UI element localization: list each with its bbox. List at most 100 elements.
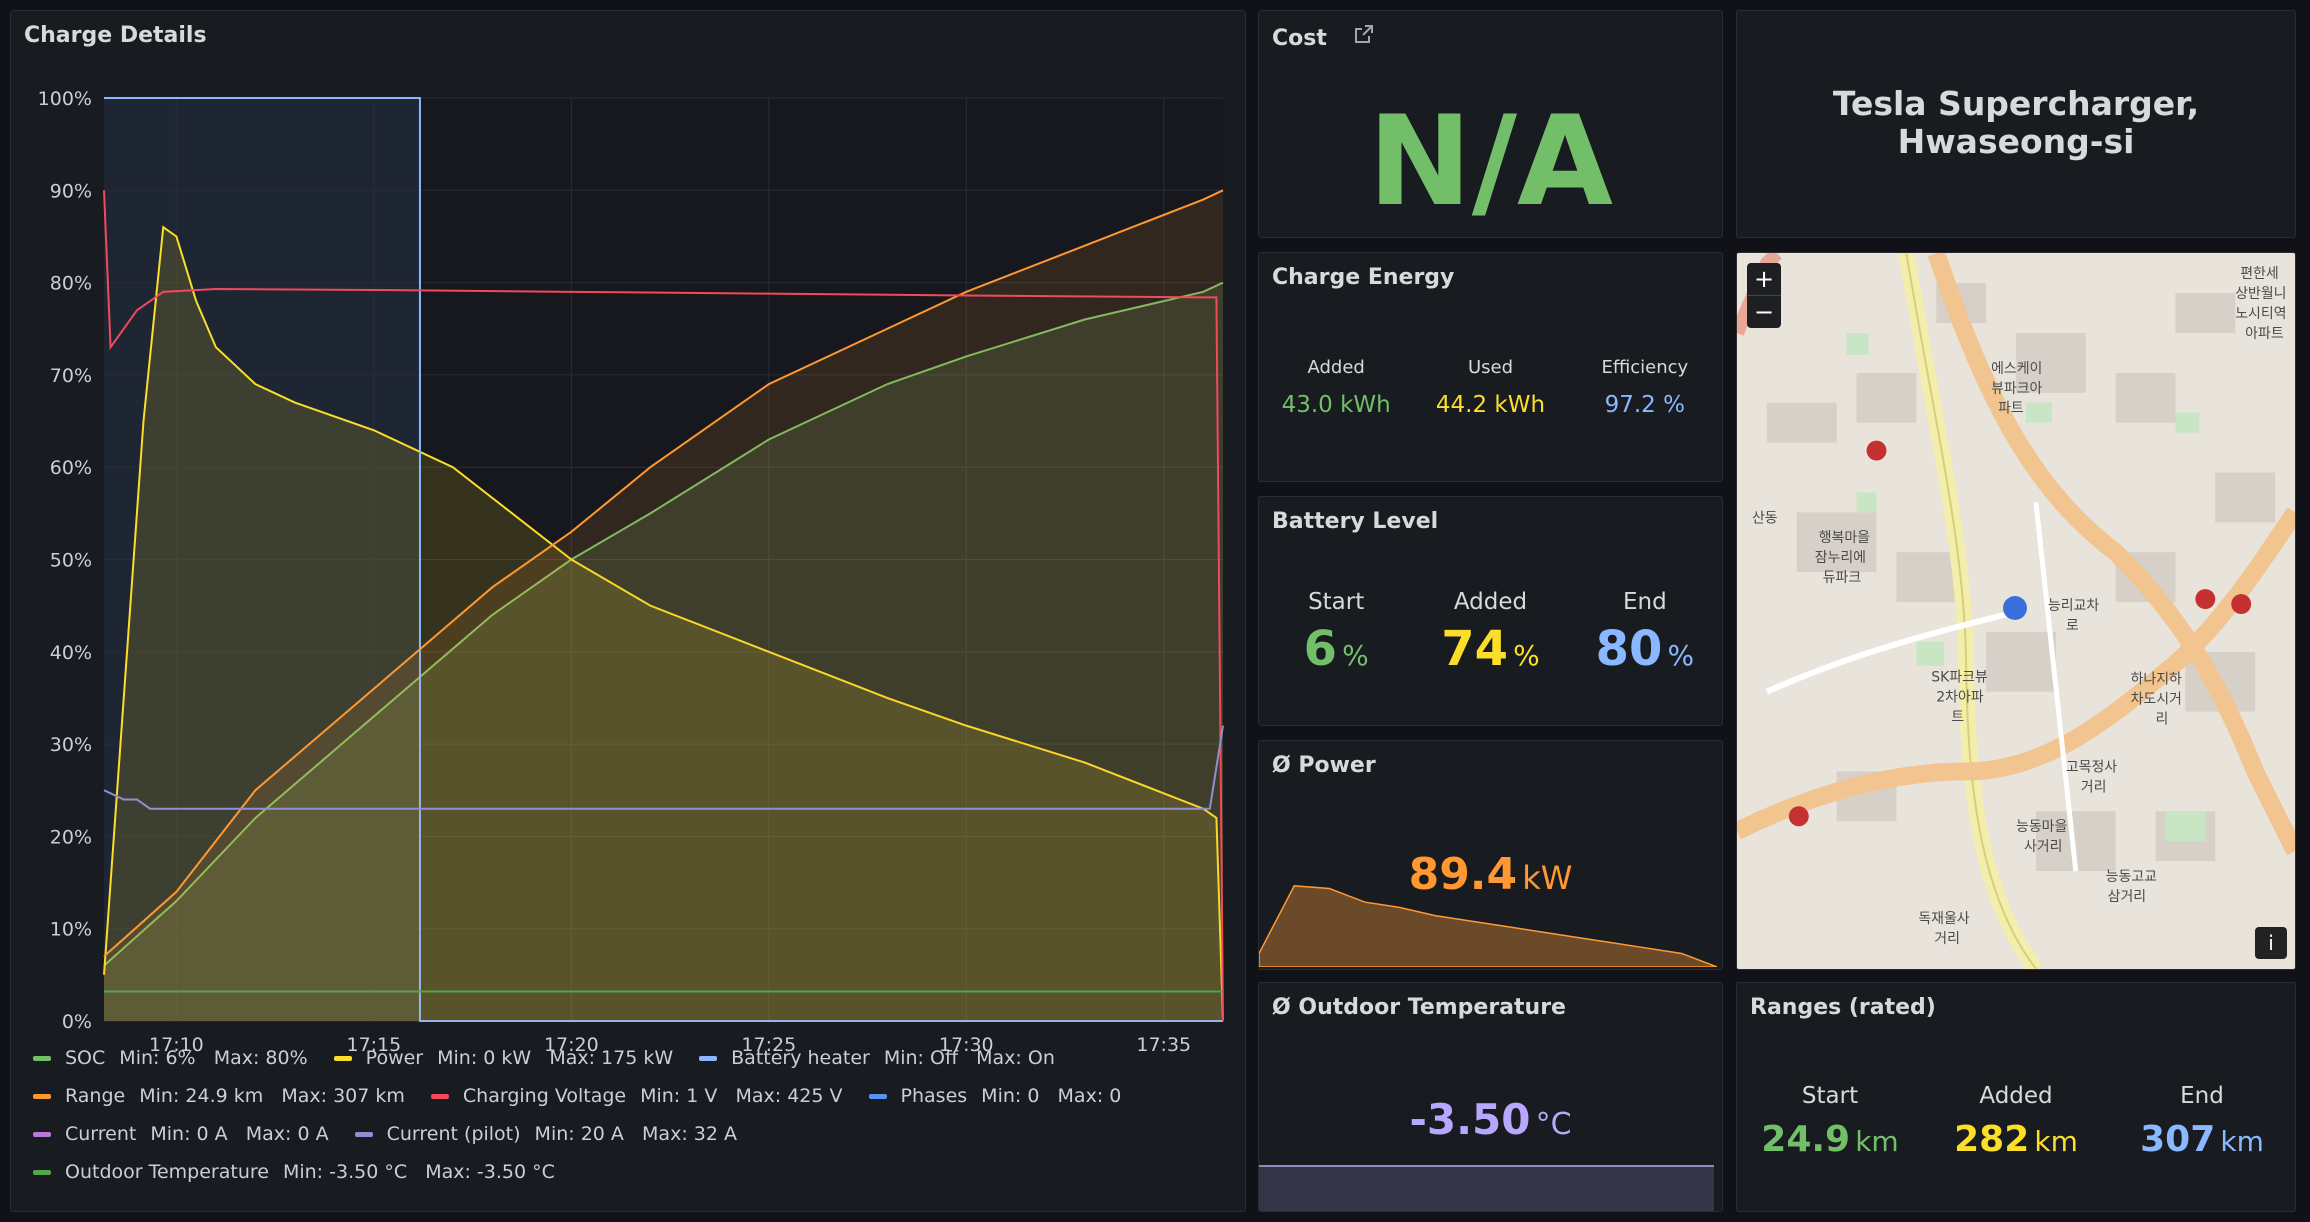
- svg-text:삼거리: 삼거리: [2108, 889, 2146, 905]
- svg-text:능동마을: 능동마을: [2016, 819, 2067, 835]
- stat-label: Used: [1467, 357, 1514, 378]
- legend-series-stats: Min: 24.9 km Max: 307 km: [139, 1085, 405, 1107]
- cost-title-row[interactable]: Cost: [1272, 23, 1375, 51]
- series-line-range: [103, 189, 1224, 958]
- panel-title[interactable]: Charge Energy: [1272, 265, 1455, 290]
- legend-row: Current Min: 0 A Max: 0 A Current (pilot) M…: [33, 1123, 763, 1145]
- series-area-soc: [104, 282, 1223, 1022]
- legend-row: Range Min: 24.9 km Max: 307 km Charging Vo…: [33, 1085, 1147, 1107]
- legend-series-name: Range: [65, 1085, 126, 1107]
- stat-label: Start: [1801, 1083, 1859, 1109]
- series-line-soc: [103, 281, 1224, 967]
- stat-value: 6: [1303, 621, 1337, 677]
- x-tick-label: 17:20: [544, 1034, 599, 1056]
- outdoor-temperature-panel: Ø Outdoor Temperature -3.50 °C: [1258, 982, 1723, 1212]
- legend-item[interactable]: Phases Min: 0 Max: 0: [868, 1085, 1121, 1107]
- y-tick-label: 20%: [50, 826, 92, 848]
- svg-text:능동고교: 능동고교: [2106, 869, 2157, 885]
- stat-unit: %: [1513, 639, 1540, 672]
- zoom-out-button[interactable]: −: [1747, 295, 1781, 328]
- stat-value: 74: [1441, 621, 1509, 677]
- legend-item[interactable]: Charging Voltage Min: 1 V Max: 425 V: [430, 1085, 843, 1107]
- y-tick-label: 40%: [50, 642, 92, 664]
- stat-label: Efficiency: [1601, 357, 1689, 378]
- svg-text:아파트: 아파트: [2245, 326, 2284, 342]
- legend-row: SOC Min: 6% Max: 80% Power Min: 0 kW Max: 1…: [33, 1047, 1081, 1069]
- y-tick-label: 70%: [50, 365, 92, 387]
- stat-unit: kWh: [1494, 392, 1546, 418]
- panel-title[interactable]: Ø Outdoor Temperature: [1272, 995, 1566, 1020]
- stat-unit: %: [1667, 639, 1695, 672]
- charge-details-chart[interactable]: 0% 10% 20% 30% 40% 50% 60% 70% 80% 90% 100% 17:10 17…: [11, 71, 1246, 1111]
- temperature-value: -3.50: [1409, 1095, 1531, 1144]
- map-zoom-controls: + −: [1747, 263, 1781, 328]
- svg-text:행복마을: 행복마을: [1819, 530, 1870, 546]
- y-tick-label: 100%: [38, 88, 92, 110]
- map-info-button[interactable]: i: [2255, 927, 2287, 959]
- map-label: 에스케이: [1991, 361, 2042, 377]
- power-unit: kW: [1522, 859, 1573, 897]
- x-tick-label: 17:35: [1136, 1034, 1191, 1056]
- stat-label: Added: [1979, 1083, 2053, 1109]
- svg-text:트: 트: [1951, 710, 1964, 726]
- zoom-in-button[interactable]: +: [1753, 265, 1775, 293]
- series-line-power: [103, 225, 1224, 1022]
- series-line-battery-heater: [104, 97, 1223, 1022]
- stat-label: End: [1622, 589, 1667, 615]
- legend-item[interactable]: Current Min: 0 A Max: 0 A: [33, 1123, 329, 1145]
- panel-title[interactable]: Battery Level: [1272, 509, 1439, 534]
- x-tick-label: 17:25: [741, 1034, 796, 1056]
- legend-series-stats: Min: 0 kW Max: 175 kW: [437, 1047, 674, 1069]
- stat-label: End: [2180, 1083, 2224, 1109]
- location-name: Tesla Supercharger, Hwaseong-si: [1832, 84, 2200, 161]
- legend-series-name: SOC: [65, 1047, 106, 1069]
- svg-text:사거리: 사거리: [2024, 839, 2062, 855]
- panel-title[interactable]: Ranges (rated): [1750, 995, 1936, 1020]
- stat-value: 43.0: [1281, 392, 1333, 418]
- cost-value: N/A: [1367, 90, 1614, 234]
- legend-swatch: [868, 1094, 887, 1099]
- svg-text:듀파크: 듀파크: [1823, 570, 1862, 586]
- svg-text:리: 리: [2156, 712, 2169, 728]
- temperature-sparkline: [1259, 1165, 1714, 1211]
- legend-swatch: [33, 1094, 51, 1099]
- svg-text:상반월니: 상반월니: [2235, 286, 2286, 302]
- svg-text:2차아파: 2차아파: [1936, 690, 1984, 706]
- legend-item[interactable]: Range Min: 24.9 km Max: 307 km: [33, 1085, 405, 1107]
- svg-text:거리: 거리: [1934, 931, 1960, 947]
- legend-item[interactable]: Battery heater Min: Off Max: On: [699, 1047, 1055, 1069]
- charge-details-panel: Charge Details 0% 10% 20% 30% 40% 50% 60% 70% 80…: [10, 10, 1246, 1212]
- svg-text:하나지하: 하나지하: [2131, 672, 2182, 688]
- legend-series-stats: Min: 1 V Max: 425 V: [640, 1085, 843, 1107]
- legend-swatch: [430, 1094, 449, 1099]
- panel-title[interactable]: Ø Power: [1272, 753, 1376, 778]
- external-link-icon[interactable]: [1353, 25, 1375, 51]
- svg-text:산동: 산동: [1752, 510, 1778, 526]
- y-tick-label: 0%: [62, 1011, 92, 1033]
- stat-value: 97.2: [1604, 392, 1656, 418]
- legend-item[interactable]: SOC Min: 6% Max: 80%: [33, 1047, 308, 1069]
- svg-text:독재울사: 독재울사: [1918, 911, 1969, 927]
- legend-item[interactable]: Power Min: 0 kW Max: 175 kW: [333, 1047, 674, 1069]
- legend-swatch: [33, 1132, 51, 1137]
- panel-title[interactable]: Charge Details: [24, 23, 207, 48]
- map-panel[interactable]: 에스케이 뷰파크아 파트 산동 행복마을 잠누리에 듀파크 능리교차 로 하나지하 차도시거…: [1736, 252, 2296, 970]
- legend-series-name: Current (pilot): [386, 1123, 521, 1145]
- stat-label: Added: [1453, 589, 1528, 615]
- legend-item[interactable]: Current (pilot) Min: 20 A Max: 32 A: [354, 1123, 737, 1145]
- stat-unit: km: [2220, 1125, 2264, 1158]
- panel-title: Cost: [1272, 26, 1327, 51]
- legend-series-stats: Min: Off Max: On: [883, 1047, 1055, 1069]
- stat-label: Start: [1308, 589, 1365, 615]
- legend-swatch: [33, 1056, 51, 1061]
- stat-value: 282: [1954, 1119, 2030, 1160]
- legend-item[interactable]: Outdoor Temperature Min: -3.50 °C Max: -3…: [33, 1161, 555, 1183]
- svg-text:SK파크뷰: SK파크뷰: [1931, 670, 1988, 686]
- svg-text:뷰파크아: 뷰파크아: [1991, 381, 2042, 397]
- legend-series-stats: Min: 20 A Max: 32 A: [534, 1123, 737, 1145]
- legend-series-name: Current: [65, 1123, 137, 1145]
- power-sparkline-area: [1259, 885, 1718, 967]
- legend-swatch: [699, 1056, 718, 1061]
- y-tick-label: 90%: [50, 180, 92, 202]
